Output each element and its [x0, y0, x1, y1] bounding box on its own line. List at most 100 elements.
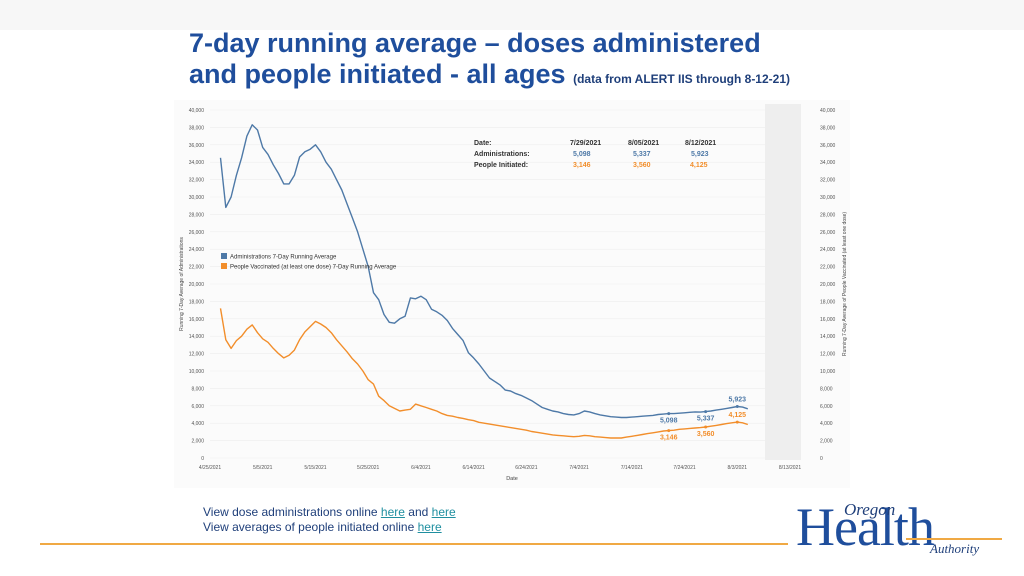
admin-link-2[interactable]: here: [431, 505, 456, 519]
summary-row-label-date: Date:: [474, 140, 492, 147]
y-axis-title-left: Running 7-Day Average of Administrations: [179, 237, 185, 331]
title-line-2: and people initiated - all ages (data fr…: [189, 59, 989, 95]
legend-swatch-administrations: [221, 253, 227, 259]
annotation-point: [704, 425, 708, 429]
x-tick-label: 7/14/2021: [621, 465, 643, 471]
logo-word-oregon: Oregon: [844, 500, 896, 519]
annotation-label: 5,923: [729, 396, 747, 403]
y-tick-label-right: 12,000: [820, 352, 836, 358]
y-tick-label-right: 14,000: [820, 334, 836, 340]
y-tick-label-right: 24,000: [820, 247, 836, 253]
annotation-label: 4,125: [729, 412, 747, 419]
y-tick-label-right: 0: [820, 456, 823, 462]
y-tick-label-left: 20,000: [189, 282, 205, 288]
y-tick-label-left: 26,000: [189, 230, 205, 236]
annotation-point: [735, 404, 739, 408]
x-tick-label: 6/24/2021: [515, 465, 537, 471]
slide-title: 7-day running average – doses administer…: [189, 28, 989, 95]
footer-rule: [40, 543, 788, 545]
links-and: and: [408, 505, 429, 519]
y-tick-label-left: 24,000: [189, 247, 205, 253]
x-tick-label: 7/24/2021: [673, 465, 695, 471]
annotation-label: 3,560: [697, 431, 715, 438]
y-tick-label-left: 14,000: [189, 334, 205, 340]
y-tick-label-left: 32,000: [189, 178, 205, 184]
y-tick-label-left: 8,000: [191, 386, 204, 392]
annotation-label: 3,146: [660, 435, 678, 442]
summary-row-label-administrations: Administrations:: [474, 151, 530, 158]
y-tick-label-left: 16,000: [189, 317, 205, 323]
legend-label-people: People Vaccinated (at least one dose) 7-…: [230, 265, 397, 271]
annotation-label: 5,337: [697, 416, 715, 423]
top-band: [0, 0, 1024, 30]
legend-swatch-people: [221, 263, 227, 269]
chart-container: 0 2,000 4,000 6,000 8,000 10,000 12,000 14,000 1…: [174, 100, 850, 488]
y-tick-label-right: 30,000: [820, 195, 836, 201]
y-tick-label-left: 40,000: [189, 108, 205, 114]
y-tick-label-right: 20,000: [820, 282, 836, 288]
summary-table: Date: Administrations: People Initiated:…: [474, 140, 716, 169]
series-line-administrations: [219, 124, 749, 419]
y-tick-label-left: 2,000: [191, 439, 204, 445]
y-tick-label-left: 10,000: [189, 369, 205, 375]
logo-word-health: Health: [796, 497, 935, 557]
links-line-1-text: View dose administrations online: [203, 505, 378, 519]
y-tick-label-right: 40,000: [820, 108, 836, 114]
title-line-2-text: and people initiated - all ages: [189, 59, 566, 89]
y-axis-title-right: Running 7-Day Average of People Vaccinat…: [842, 212, 848, 356]
y-tick-label-right: 2,000: [820, 439, 833, 445]
title-line-1: 7-day running average – doses administer…: [189, 28, 761, 58]
y-tick-label-right: 6,000: [820, 404, 833, 410]
y-tick-label-left: 28,000: [189, 212, 205, 218]
y-tick-label-left: 0: [201, 456, 204, 462]
y-tick-label-right: 26,000: [820, 230, 836, 236]
y-tick-label-right: 8,000: [820, 386, 833, 392]
summary-people-1: 3,146: [573, 162, 591, 169]
y-tick-label-left: 34,000: [189, 160, 205, 166]
summary-people-2: 3,560: [633, 162, 651, 169]
y-tick-label-left: 30,000: [189, 195, 205, 201]
line-chart: 0 2,000 4,000 6,000 8,000 10,000 12,000 14,000 1…: [174, 100, 850, 488]
x-tick-label: 4/25/2021: [199, 465, 221, 471]
links-block: View dose administrations online here an…: [203, 505, 456, 535]
summary-admin-1: 5,098: [573, 151, 591, 158]
x-tick-label: 6/14/2021: [463, 465, 485, 471]
annotation-point: [704, 410, 708, 414]
y-tick-label-right: 34,000: [820, 160, 836, 166]
oregon-health-authority-logo: Health Oregon Authority: [796, 498, 1006, 560]
summary-admin-2: 5,337: [633, 151, 651, 158]
annotation-point: [667, 429, 671, 433]
links-line-1: View dose administrations online here an…: [203, 505, 456, 520]
y-tick-label-right: 10,000: [820, 369, 836, 375]
logo-bar: [906, 538, 1002, 540]
y-tick-label-left: 6,000: [191, 404, 204, 410]
y-tick-label-right: 16,000: [820, 317, 836, 323]
logo-word-authority: Authority: [930, 541, 980, 556]
summary-date-1: 7/29/2021: [570, 140, 601, 147]
people-link[interactable]: here: [417, 520, 442, 534]
summary-people-3: 4,125: [690, 162, 708, 169]
chart-background: [174, 100, 850, 488]
links-line-2-text: View averages of people initiated online: [203, 520, 415, 534]
y-tick-label-left: 4,000: [191, 421, 204, 427]
x-axis-title: Date: [506, 476, 518, 482]
y-tick-label-right: 36,000: [820, 143, 836, 149]
annotation-label: 5,098: [660, 418, 678, 425]
y-tick-label-left: 38,000: [189, 125, 205, 131]
y-tick-label-left: 22,000: [189, 265, 205, 271]
summary-row-label-people: People Initiated:: [474, 162, 528, 169]
y-tick-label-right: 4,000: [820, 421, 833, 427]
y-tick-label-left: 18,000: [189, 299, 205, 305]
summary-admin-3: 5,923: [691, 151, 709, 158]
annotation-point: [667, 412, 671, 416]
series-line-people: [219, 308, 749, 439]
annotation-point: [735, 420, 739, 424]
y-tick-label-right: 28,000: [820, 212, 836, 218]
summary-date-2: 8/05/2021: [628, 140, 659, 147]
x-tick-label: 6/4/2021: [411, 465, 431, 471]
highlight-band: [765, 104, 801, 460]
y-tick-label-right: 18,000: [820, 299, 836, 305]
y-tick-label-left: 12,000: [189, 352, 205, 358]
x-tick-label: 8/13/2021: [779, 465, 801, 471]
admin-link-1[interactable]: here: [380, 505, 405, 519]
